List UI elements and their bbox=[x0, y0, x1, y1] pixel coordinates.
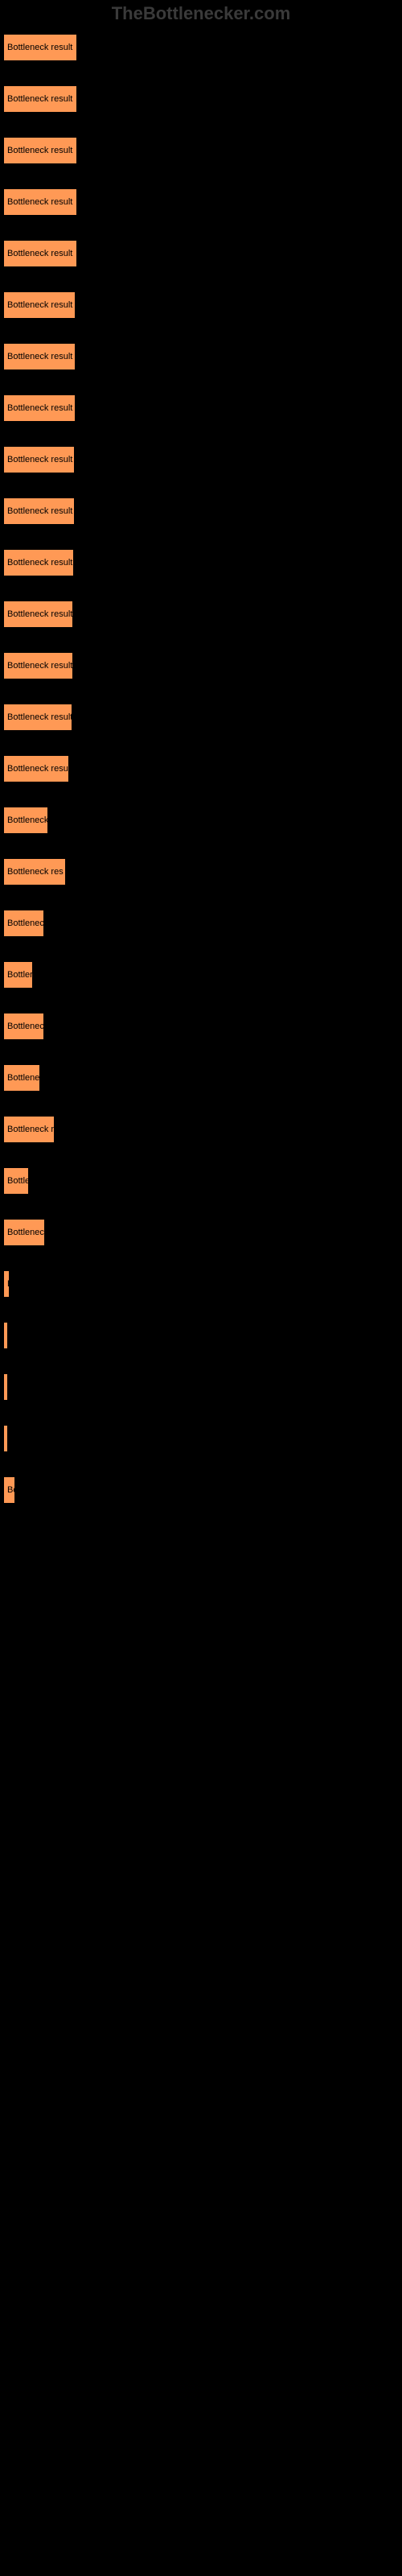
bar-label: Bottleneck resu bbox=[7, 764, 68, 774]
chart-bar: Bottleneck r bbox=[3, 1116, 55, 1143]
bar-row: Bottlenec bbox=[3, 1001, 402, 1051]
bar-row: Bottleneck result bbox=[3, 126, 402, 175]
bar-label: Bottlene bbox=[7, 1073, 39, 1083]
bar-label: Bottler bbox=[7, 970, 33, 980]
bar-row: Bottleneck r bbox=[3, 1104, 402, 1154]
bar-row: Bottleneck result bbox=[3, 589, 402, 639]
chart-bar: Bottleneck result bbox=[3, 137, 77, 164]
chart-bar: Bottlenec bbox=[3, 1219, 45, 1246]
chart-bar: Bottleneck result bbox=[3, 704, 72, 731]
bar-label: Bottleneck result bbox=[7, 94, 72, 104]
chart-bar: Bottleneck result bbox=[3, 652, 73, 679]
bar-row: Bottleneck result bbox=[3, 383, 402, 433]
chart-bar: Bottleneck result bbox=[3, 601, 73, 628]
chart-bar: Bottleneck result bbox=[3, 497, 75, 525]
bar-row: Bottleneck bbox=[3, 795, 402, 845]
bar-label: Bottleneck result bbox=[7, 300, 72, 310]
chart-bar bbox=[3, 1373, 8, 1401]
bar-chart: Bottleneck result Bottleneck result Bottle… bbox=[0, 0, 402, 1515]
bar-label: Bottleneck result bbox=[7, 712, 72, 722]
bar-row: Bottler bbox=[3, 950, 402, 1000]
bar-row: Bottleneck result bbox=[3, 538, 402, 588]
chart-bar: Bottleneck result bbox=[3, 240, 77, 267]
chart-bar: Bottleneck result bbox=[3, 446, 75, 473]
chart-bar: Bottleneck result bbox=[3, 343, 76, 370]
bar-row: Bottleneck resu bbox=[3, 744, 402, 794]
bar-label: Bottleneck result bbox=[7, 249, 72, 258]
chart-bar: Bottlene bbox=[3, 1064, 40, 1092]
chart-bar: Bottlenec bbox=[3, 910, 44, 937]
bar-label: Bo bbox=[7, 1485, 15, 1495]
bar-label: Bottlenec bbox=[7, 1228, 44, 1237]
chart-bar: Bottleneck bbox=[3, 807, 48, 834]
bar-row: Bottleneck result bbox=[3, 641, 402, 691]
bar-row: Bottleneck result bbox=[3, 280, 402, 330]
bar-label: Bottleneck result bbox=[7, 146, 72, 155]
chart-bar: Bottleneck result bbox=[3, 549, 74, 576]
bar-row bbox=[3, 1362, 402, 1412]
bar-row: Bottlenec bbox=[3, 898, 402, 948]
bar-row bbox=[3, 1311, 402, 1360]
bar-label: Bottleneck result bbox=[7, 506, 72, 516]
bar-label: Bottleneck res bbox=[7, 867, 64, 877]
chart-bar: Bottleneck resu bbox=[3, 755, 69, 782]
bar-row: Bottleneck result bbox=[3, 692, 402, 742]
bar-row: Bottleneck result bbox=[3, 486, 402, 536]
bar-label: Bottleneck result bbox=[7, 403, 72, 413]
bar-label: Bottleneck result bbox=[7, 661, 72, 671]
bar-row: Bottlene bbox=[3, 1053, 402, 1103]
chart-bar bbox=[3, 1425, 8, 1452]
bar-row: Bottleneck result bbox=[3, 177, 402, 227]
chart-bar: Bottlenec bbox=[3, 1013, 44, 1040]
chart-bar: Bo bbox=[3, 1476, 15, 1504]
chart-bar: B bbox=[3, 1270, 10, 1298]
bar-label: Bottleneck result bbox=[7, 558, 72, 568]
chart-bar: Bottleneck result bbox=[3, 394, 76, 422]
chart-bar bbox=[3, 1322, 8, 1349]
bar-label: Bottleneck result bbox=[7, 43, 72, 52]
bar-label: Bottle bbox=[7, 1176, 29, 1186]
bar-row: Bottle bbox=[3, 1156, 402, 1206]
chart-bar: Bottleneck result bbox=[3, 291, 76, 319]
bar-label: B bbox=[7, 1279, 10, 1289]
bar-row: Bottleneck result bbox=[3, 332, 402, 382]
bar-row bbox=[3, 1414, 402, 1463]
bar-row: Bottleneck result bbox=[3, 435, 402, 485]
bar-label: Bottleneck result bbox=[7, 352, 72, 361]
bar-row: Bottleneck result bbox=[3, 23, 402, 72]
chart-bar: Bottler bbox=[3, 961, 33, 989]
bar-row: Bottlenec bbox=[3, 1208, 402, 1257]
bar-label: Bottleneck r bbox=[7, 1125, 54, 1134]
chart-bar: Bottleneck res bbox=[3, 858, 66, 886]
bar-row: Bottleneck res bbox=[3, 847, 402, 897]
chart-bar: Bottle bbox=[3, 1167, 29, 1195]
bar-label: Bottleneck result bbox=[7, 609, 72, 619]
bar-row: Bottleneck result bbox=[3, 74, 402, 124]
bar-label: Bottlenec bbox=[7, 919, 44, 928]
bar-row: Bo bbox=[3, 1465, 402, 1515]
bar-label: Bottlenec bbox=[7, 1022, 44, 1031]
bar-label: Bottleneck result bbox=[7, 197, 72, 207]
bar-row: Bottleneck result bbox=[3, 229, 402, 279]
chart-bar: Bottleneck result bbox=[3, 188, 77, 216]
chart-bar: Bottleneck result bbox=[3, 85, 77, 113]
bar-label: Bottleneck bbox=[7, 815, 48, 825]
bar-row: B bbox=[3, 1259, 402, 1309]
chart-bar: Bottleneck result bbox=[3, 34, 77, 61]
bar-label: Bottleneck result bbox=[7, 455, 72, 464]
